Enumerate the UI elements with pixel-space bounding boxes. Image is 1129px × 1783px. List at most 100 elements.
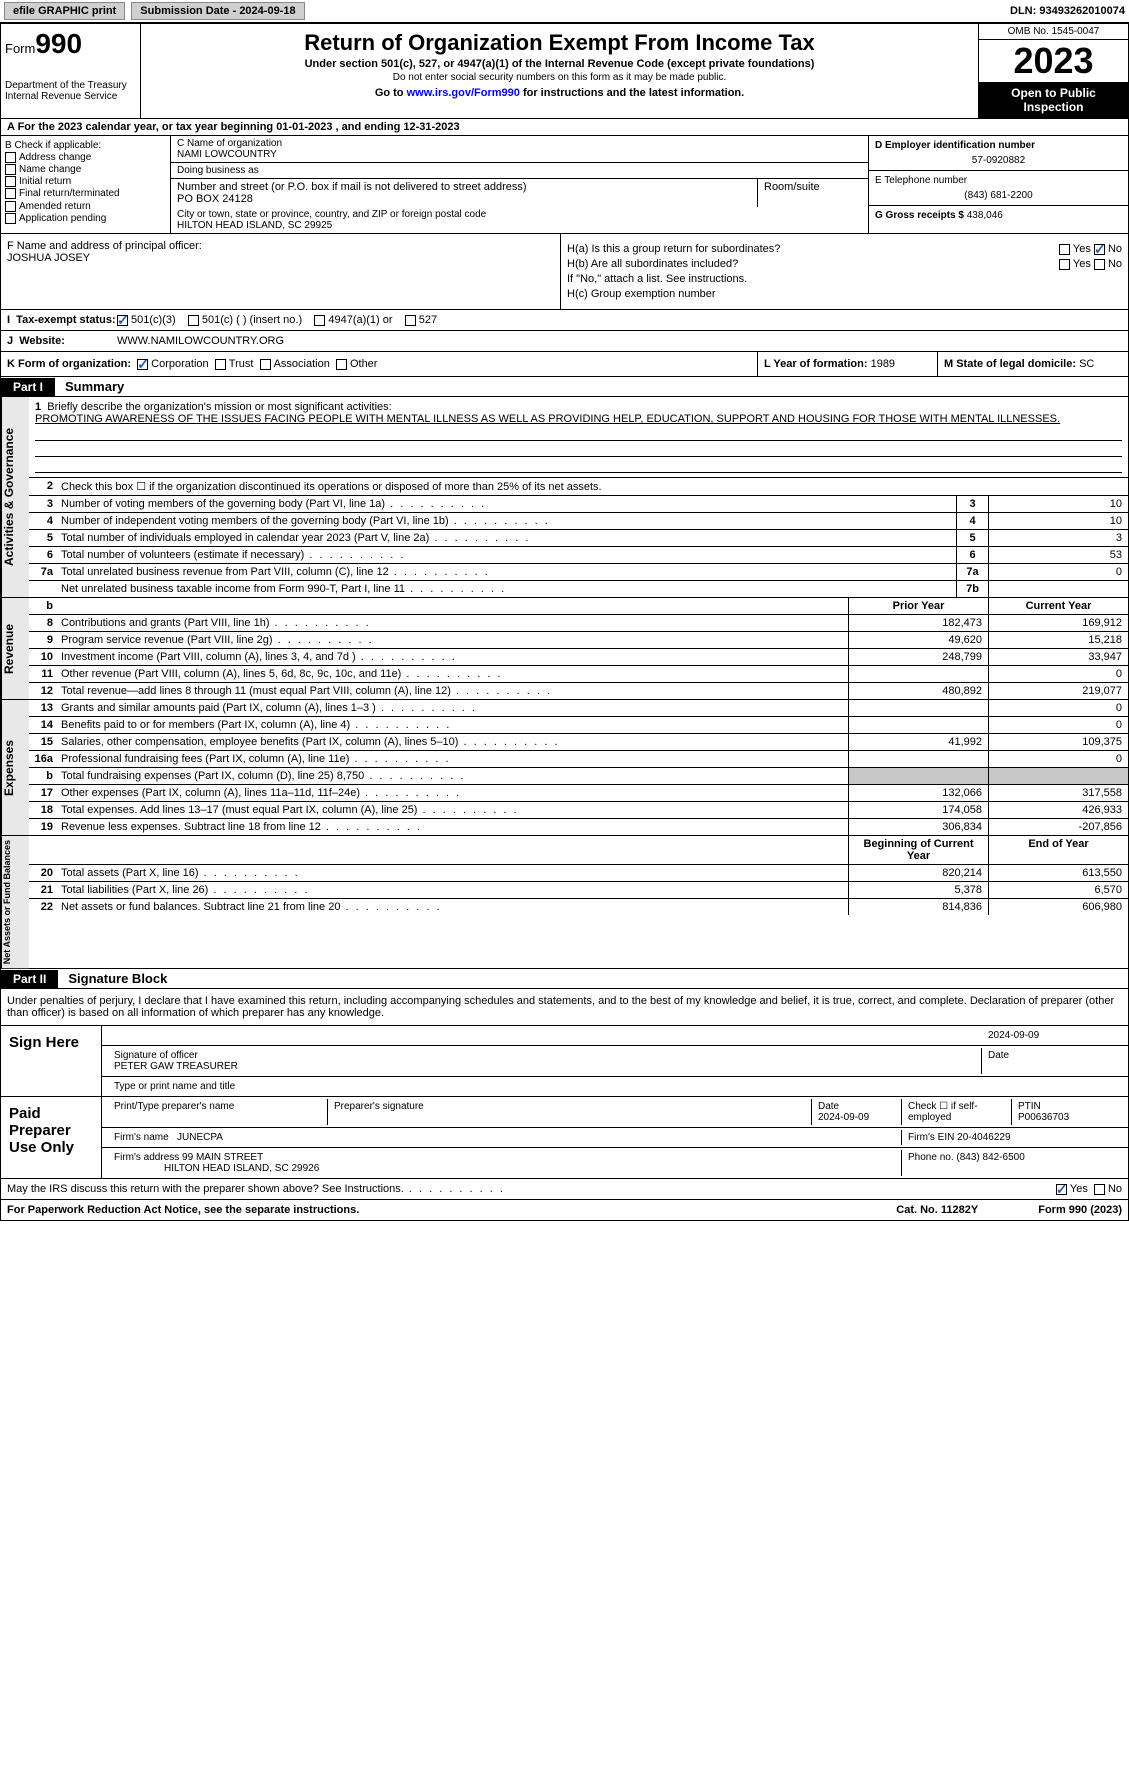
part-i-tag: Part I: [1, 378, 55, 396]
ein-value: 57-0920882: [875, 155, 1122, 166]
self-employed-check[interactable]: Check ☐ if self-employed: [902, 1099, 1012, 1125]
expenses-section: Expenses 13Grants and similar amounts pa…: [0, 700, 1129, 836]
data-row: 12Total revenue—add lines 8 through 11 (…: [29, 683, 1128, 699]
mission-text: PROMOTING AWARENESS OF THE ISSUES FACING…: [35, 413, 1060, 425]
officer-name: JOSHUA JOSEY: [7, 252, 554, 264]
gov-row: 5Total number of individuals employed in…: [29, 530, 1128, 547]
gov-row: 3Number of voting members of the governi…: [29, 496, 1128, 513]
part-ii-label: Signature Block: [58, 969, 177, 988]
paid-preparer-row: Paid Preparer Use Only Print/Type prepar…: [0, 1097, 1129, 1179]
inspection-badge: Open to Public Inspection: [979, 82, 1128, 118]
footer-form: Form 990 (2023): [1038, 1204, 1122, 1216]
data-row: 14Benefits paid to or for members (Part …: [29, 717, 1128, 734]
gross-receipts-value: 438,046: [967, 210, 1003, 221]
street-cell: Number and street (or P.O. box if mail i…: [171, 179, 758, 207]
cb-name-change[interactable]: Name change: [5, 164, 166, 175]
gross-receipts-cell: G Gross receipts $ 438,046: [869, 206, 1128, 233]
gov-row: 4Number of independent voting members of…: [29, 513, 1128, 530]
governance-section: Activities & Governance 1 Briefly descri…: [0, 397, 1129, 598]
revenue-section: Revenue b Prior Year Current Year 8Contr…: [0, 598, 1129, 700]
ein-cell: D Employer identification number 57-0920…: [869, 136, 1128, 171]
sign-date: 2024-09-09: [982, 1028, 1122, 1043]
mission-block: 1 Briefly describe the organization's mi…: [29, 397, 1128, 478]
part-ii-tag: Part II: [1, 970, 58, 988]
hb-note: If "No," attach a list. See instructions…: [567, 273, 1122, 285]
cb-address-change[interactable]: Address change: [5, 152, 166, 163]
row-klm: K Form of organization: Corporation Trus…: [0, 352, 1129, 377]
sign-here-row: Sign Here 2024-09-09 Signature of office…: [0, 1026, 1129, 1097]
paid-preparer-label: Paid Preparer Use Only: [1, 1097, 101, 1178]
discuss-row: May the IRS discuss this return with the…: [0, 1179, 1129, 1200]
footer-row: For Paperwork Reduction Act Notice, see …: [0, 1200, 1129, 1221]
form-subtitle-1: Under section 501(c), 527, or 4947(a)(1)…: [147, 58, 972, 70]
cb-final-return[interactable]: Final return/terminated: [5, 188, 166, 199]
l-cell: L Year of formation: 1989: [758, 352, 938, 376]
dba-cell: Doing business as: [171, 163, 868, 179]
officer-group-grid: F Name and address of principal officer:…: [0, 234, 1129, 310]
data-row: 11Other revenue (Part VIII, column (A), …: [29, 666, 1128, 683]
na-header-row: Beginning of Current Year End of Year: [29, 836, 1128, 865]
cb-app-pending[interactable]: Application pending: [5, 213, 166, 224]
m-cell: M State of legal domicile: SC: [938, 352, 1128, 376]
prep-name-lbl: Print/Type preparer's name: [108, 1099, 328, 1125]
data-row: 18Total expenses. Add lines 13–17 (must …: [29, 802, 1128, 819]
org-name-cell: C Name of organization NAMI LOWCOUNTRY: [171, 136, 868, 163]
irs-link[interactable]: www.irs.gov/Form990: [407, 87, 520, 99]
prep-sig-lbl: Preparer's signature: [328, 1099, 812, 1125]
k-cell: K Form of organization: Corporation Trus…: [1, 352, 758, 376]
gov-row: Net unrelated business taxable income fr…: [29, 581, 1128, 597]
street-value: PO BOX 24128: [177, 193, 751, 205]
vtab-expenses: Expenses: [1, 700, 29, 835]
cb-initial-return[interactable]: Initial return: [5, 176, 166, 187]
ptin-value: P00636703: [1018, 1112, 1069, 1123]
efile-print-button[interactable]: efile GRAPHIC print: [4, 2, 125, 20]
data-row: 10Investment income (Part VIII, column (…: [29, 649, 1128, 666]
part-i-header: Part I Summary: [0, 377, 1129, 397]
data-row: 9Program service revenue (Part VIII, lin…: [29, 632, 1128, 649]
firm-ein: 20-4046229: [957, 1132, 1010, 1143]
dept-label: Department of the Treasury Internal Reve…: [5, 80, 136, 102]
ha-row: H(a) Is this a group return for subordin…: [567, 243, 1122, 255]
cb-amended-return[interactable]: Amended return: [5, 201, 166, 212]
website-value: WWW.NAMILOWCOUNTRY.ORG: [117, 335, 284, 347]
tax-year: 2023: [979, 40, 1128, 82]
row-i: I Tax-exempt status: 501(c)(3) 501(c) ( …: [0, 310, 1129, 331]
sign-here-label: Sign Here: [1, 1026, 101, 1096]
firm-phone: (843) 842-6500: [956, 1152, 1024, 1163]
topbar: efile GRAPHIC print Submission Date - 20…: [0, 0, 1129, 23]
gov-row: 7aTotal unrelated business revenue from …: [29, 564, 1128, 581]
form-header: Form990 Department of the Treasury Inter…: [0, 23, 1129, 119]
data-row: 19Revenue less expenses. Subtract line 1…: [29, 819, 1128, 835]
data-row: 22Net assets or fund balances. Subtract …: [29, 899, 1128, 915]
form-subtitle-2: Do not enter social security numbers on …: [147, 72, 972, 83]
submission-date-button[interactable]: Submission Date - 2024-09-18: [131, 2, 304, 20]
vtab-revenue: Revenue: [1, 598, 29, 699]
data-row: 21Total liabilities (Part X, line 26)5,3…: [29, 882, 1128, 899]
vtab-governance: Activities & Governance: [1, 397, 29, 597]
data-row: 13Grants and similar amounts paid (Part …: [29, 700, 1128, 717]
data-row: bTotal fundraising expenses (Part IX, co…: [29, 768, 1128, 785]
data-row: 17Other expenses (Part IX, column (A), l…: [29, 785, 1128, 802]
gov-row: 6Total number of volunteers (estimate if…: [29, 547, 1128, 564]
vtab-netassets: Net Assets or Fund Balances: [1, 836, 29, 968]
col-b-checkboxes: B Check if applicable: Address change Na…: [1, 136, 171, 233]
city-cell: City or town, state or province, country…: [171, 207, 868, 233]
part-i-label: Summary: [55, 377, 134, 396]
officer-sig: PETER GAW TREASURER: [114, 1061, 238, 1072]
footer-notice: For Paperwork Reduction Act Notice, see …: [7, 1204, 359, 1216]
sig-declaration: Under penalties of perjury, I declare th…: [0, 989, 1129, 1026]
col-b-title: B Check if applicable:: [5, 140, 166, 151]
tel-cell: E Telephone number (843) 681-2200: [869, 171, 1128, 206]
firm-name: JUNECPA: [177, 1132, 223, 1143]
hb-row: H(b) Are all subordinates included? Yes …: [567, 258, 1122, 270]
room-cell: Room/suite: [758, 179, 868, 207]
form-number: Form990: [5, 28, 136, 60]
data-row: 20Total assets (Part X, line 16)820,2146…: [29, 865, 1128, 882]
tel-value: (843) 681-2200: [875, 190, 1122, 201]
hc-row: H(c) Group exemption number: [567, 288, 1122, 300]
footer-catno: Cat. No. 11282Y: [896, 1204, 978, 1216]
officer-label: F Name and address of principal officer:: [7, 240, 554, 252]
omb-label: OMB No. 1545-0047: [979, 24, 1128, 40]
data-row: 8Contributions and grants (Part VIII, li…: [29, 615, 1128, 632]
data-row: 16aProfessional fundraising fees (Part I…: [29, 751, 1128, 768]
